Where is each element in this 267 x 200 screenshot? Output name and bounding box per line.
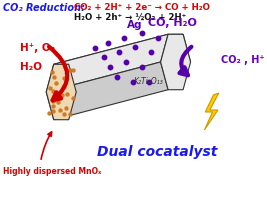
FancyArrowPatch shape bbox=[41, 132, 52, 159]
Polygon shape bbox=[69, 34, 191, 92]
Text: CO₂ , H⁺: CO₂ , H⁺ bbox=[221, 55, 264, 65]
FancyArrowPatch shape bbox=[179, 47, 191, 75]
Text: H⁺, O₂: H⁺, O₂ bbox=[20, 43, 55, 53]
Polygon shape bbox=[205, 93, 219, 130]
Text: Ag: Ag bbox=[127, 20, 143, 30]
Text: CO₂ + 2H⁺ + 2e⁻ → CO + H₂O: CO₂ + 2H⁺ + 2e⁻ → CO + H₂O bbox=[74, 3, 210, 12]
Polygon shape bbox=[54, 34, 183, 64]
Polygon shape bbox=[46, 62, 168, 120]
Polygon shape bbox=[46, 34, 168, 92]
Text: H₂O + 2h⁺ → ½O₂ + 2H⁺: H₂O + 2h⁺ → ½O₂ + 2H⁺ bbox=[74, 13, 186, 22]
Text: K₂Ti₆O₁₃: K₂Ti₆O₁₃ bbox=[134, 77, 163, 86]
Text: CO, H₂O: CO, H₂O bbox=[148, 18, 197, 28]
Text: Dual cocatalyst: Dual cocatalyst bbox=[97, 145, 218, 159]
Text: H₂O: H₂O bbox=[20, 62, 42, 72]
FancyArrowPatch shape bbox=[49, 47, 67, 100]
Polygon shape bbox=[161, 34, 191, 90]
Polygon shape bbox=[46, 64, 76, 120]
Text: Highly dispersed MnOₓ: Highly dispersed MnOₓ bbox=[3, 168, 101, 176]
Text: CO₂ Reduction:: CO₂ Reduction: bbox=[3, 3, 85, 13]
